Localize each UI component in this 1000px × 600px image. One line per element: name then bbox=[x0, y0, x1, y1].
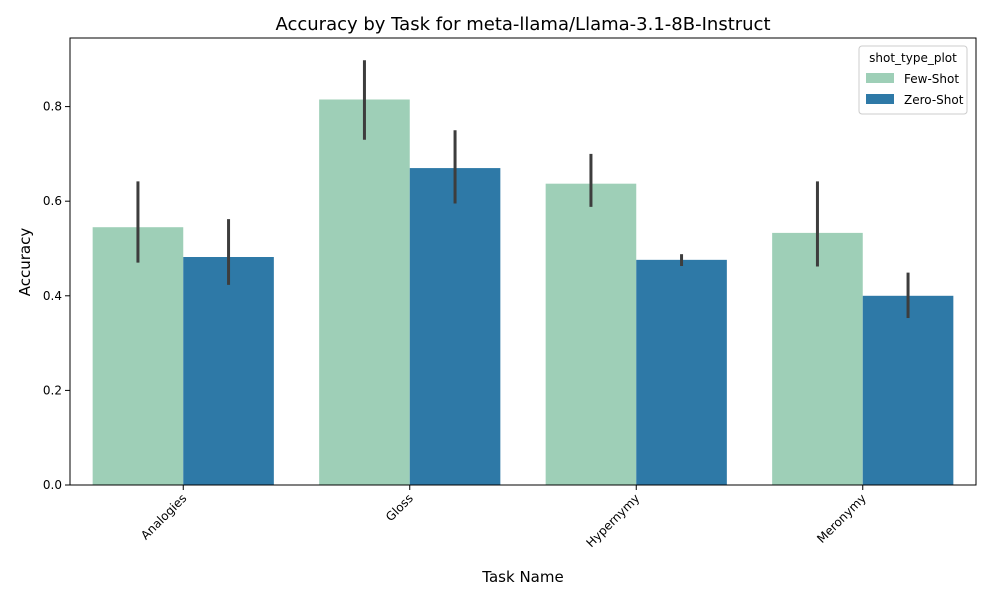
y-tick-label: 0.2 bbox=[43, 383, 62, 397]
legend: shot_type_plot Few-Shot Zero-Shot bbox=[858, 45, 968, 115]
bar-zero-shot-meronymy bbox=[862, 295, 954, 485]
bar-zero-shot-hypernymy bbox=[636, 259, 727, 485]
x-tick-label-gloss: Gloss bbox=[383, 491, 416, 524]
bars-layer bbox=[92, 99, 954, 486]
x-axis-label: Task Name bbox=[481, 568, 563, 586]
error-bars-layer bbox=[136, 60, 910, 319]
x-tick-label-meronymy: Meronymy bbox=[814, 491, 869, 546]
legend-swatch-few-shot bbox=[866, 73, 894, 83]
y-tick-label: 0.0 bbox=[43, 478, 62, 492]
bar-few-shot-gloss bbox=[319, 99, 410, 485]
plot-frame bbox=[69, 37, 977, 486]
y-tick-label: 0.8 bbox=[43, 100, 62, 114]
bar-zero-shot-gloss bbox=[409, 168, 501, 486]
legend-label-zero-shot: Zero-Shot bbox=[904, 93, 964, 107]
x-tick-label-analogies: Analogies bbox=[138, 491, 189, 542]
bar-few-shot-meronymy bbox=[772, 232, 863, 485]
bar-few-shot-hypernymy bbox=[545, 183, 637, 485]
y-axis: 0.0 0.2 0.4 0.6 0.8 bbox=[43, 100, 70, 492]
legend-label-few-shot: Few-Shot bbox=[904, 72, 959, 86]
x-tick-label-hypernymy: Hypernymy bbox=[583, 491, 642, 550]
legend-title: shot_type_plot bbox=[869, 51, 957, 65]
y-tick-label: 0.6 bbox=[43, 194, 62, 208]
chart-title: Accuracy by Task for meta-llama/Llama-3.… bbox=[275, 14, 770, 35]
legend-swatch-zero-shot bbox=[866, 94, 894, 104]
bar-few-shot-analogies bbox=[92, 227, 184, 485]
y-tick-label: 0.4 bbox=[43, 289, 62, 303]
y-axis-label: Accuracy bbox=[16, 228, 34, 297]
x-axis: Analogies Gloss Hypernymy Meronymy bbox=[138, 485, 869, 550]
bar-zero-shot-analogies bbox=[183, 257, 274, 485]
